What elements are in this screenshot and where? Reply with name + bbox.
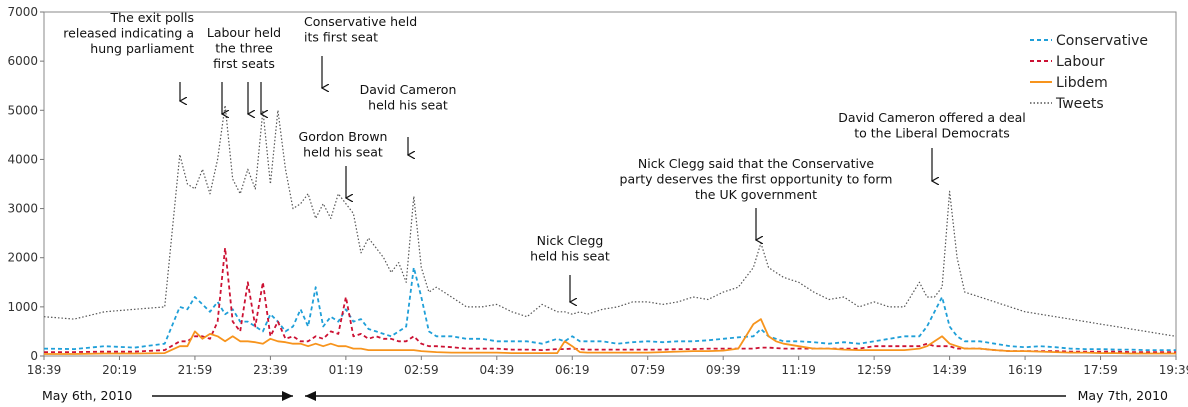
legend-label-conservative: Conservative: [1056, 33, 1148, 49]
y-tick-label: 2000: [7, 251, 38, 265]
date-label-may-7: May 7th, 2010: [1078, 388, 1168, 403]
annotation-text: the UK government: [695, 187, 817, 202]
x-tick-label: 14:39: [932, 363, 967, 377]
y-tick-label: 1000: [7, 300, 38, 314]
series-line-tweets: [43, 104, 1177, 337]
y-tick-label: 5000: [7, 103, 38, 117]
x-tick-label: 11:19: [781, 363, 816, 377]
annotation-7: Nick Clegg said that the Conservativepar…: [620, 156, 893, 240]
x-tick-label: 18:39: [27, 363, 62, 377]
x-tick-label: 06:19: [555, 363, 590, 377]
x-tick-label: 04:39: [480, 363, 515, 377]
x-tick-label: 01:19: [329, 363, 364, 377]
x-tick-label: 07:59: [630, 363, 665, 377]
annotation-text: Gordon Brown: [299, 129, 388, 144]
y-tick-label: 7000: [7, 5, 38, 19]
plot-frame: [43, 11, 1177, 357]
x-tick-label: 16:19: [1008, 363, 1043, 377]
annotation-text: hung parliament: [90, 41, 194, 56]
series-line-labour: [44, 246, 1176, 354]
legend-label-labour: Labour: [1056, 54, 1105, 70]
x-tick-label: 12:59: [857, 363, 892, 377]
x-tick-label: 23:39: [253, 363, 288, 377]
annotation-text: to the Liberal Democrats: [854, 126, 1010, 141]
y-tick-label: 3000: [7, 202, 38, 216]
annotation-text: the three: [215, 41, 273, 56]
y-tick-label: 6000: [7, 54, 38, 68]
x-tick-label: 02:59: [404, 363, 439, 377]
legend-label-libdem: Libdem: [1056, 75, 1108, 91]
x-tick-label: 20:19: [102, 363, 137, 377]
annotation-text: David Cameron offered a deal: [838, 110, 1026, 125]
x-tick-label: 21:59: [178, 363, 213, 377]
annotation-text: held his seat: [303, 145, 383, 160]
annotation-text: first seats: [213, 56, 275, 71]
x-tick-label: 19:39: [1159, 363, 1188, 377]
x-tick-label: 17:59: [1083, 363, 1118, 377]
annotation-text: The exit polls: [110, 10, 194, 25]
x-tick-label: 09:39: [706, 363, 741, 377]
y-tick-label: 0: [30, 349, 38, 363]
annotation-text: its first seat: [304, 30, 378, 45]
y-tick-label: 4000: [7, 152, 38, 166]
annotation-text: David Cameron: [360, 82, 457, 97]
series-line-libdem: [44, 318, 1176, 355]
annotation-text: Nick Clegg said that the Conservative: [638, 156, 875, 171]
annotation-text: held his seat: [530, 249, 610, 264]
annotation-text: held his seat: [368, 98, 448, 113]
series-line-conservative: [43, 266, 1176, 352]
date-label-may-6: May 6th, 2010: [42, 388, 132, 403]
annotation-text: Labour held: [207, 25, 281, 40]
annotation-text: released indicating a: [63, 26, 194, 41]
legend-label-tweets: Tweets: [1055, 96, 1104, 112]
annotation-text: party deserves the first opportunity to …: [620, 172, 893, 187]
annotation-text: Nick Clegg: [537, 233, 604, 248]
annotation-text: Conservative held: [304, 14, 417, 29]
